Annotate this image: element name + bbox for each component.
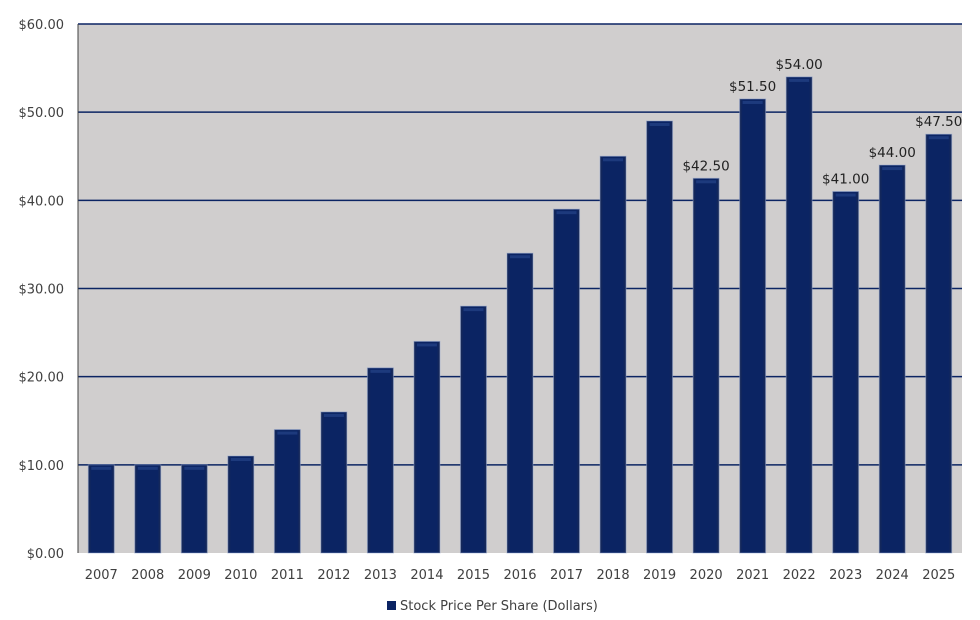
x-tick-label: 2016 bbox=[503, 568, 536, 583]
bar-2015 bbox=[459, 305, 487, 554]
data-label-2022: $54.00 bbox=[776, 57, 823, 73]
legend-label: Stock Price Per Share (Dollars) bbox=[400, 599, 598, 614]
x-tick-label: 2007 bbox=[85, 568, 118, 583]
data-label-2023: $41.00 bbox=[822, 172, 869, 188]
bar-2021 bbox=[739, 98, 767, 554]
bar-bevel bbox=[230, 458, 251, 462]
x-tick-label: 2018 bbox=[597, 568, 630, 583]
bar-bevel bbox=[463, 308, 484, 312]
y-tick-label: $40.00 bbox=[19, 194, 65, 209]
bar-bevel bbox=[603, 158, 624, 162]
x-tick-label: 2010 bbox=[224, 568, 257, 583]
y-tick-label: $10.00 bbox=[19, 459, 65, 474]
x-tick-label: 2021 bbox=[736, 568, 769, 583]
y-tick-label: $50.00 bbox=[19, 106, 65, 121]
x-tick-label: 2019 bbox=[643, 568, 676, 583]
data-label-2024: $44.00 bbox=[869, 145, 916, 161]
bar-bevel bbox=[696, 180, 717, 184]
bar-2020 bbox=[692, 177, 720, 554]
x-tick-label: 2008 bbox=[131, 568, 164, 583]
bar-bevel bbox=[91, 466, 112, 470]
bar-2011 bbox=[273, 429, 301, 554]
bar-2014 bbox=[413, 340, 441, 554]
x-tick-label: 2013 bbox=[364, 568, 397, 583]
bar-bevel bbox=[510, 255, 530, 259]
bar-bevel bbox=[928, 136, 949, 140]
bar-bevel bbox=[184, 466, 205, 470]
data-label-2025: $47.50 bbox=[915, 114, 962, 130]
legend-swatch bbox=[387, 601, 396, 610]
bar-bevel bbox=[277, 431, 298, 435]
y-tick-label: $60.00 bbox=[19, 18, 65, 33]
data-label-2021: $51.50 bbox=[729, 79, 776, 95]
data-label-2020: $42.50 bbox=[682, 158, 729, 174]
bar-bevel bbox=[370, 369, 391, 373]
x-tick-label: 2025 bbox=[922, 568, 955, 583]
bar-bevel bbox=[649, 122, 670, 126]
bar-2016 bbox=[506, 252, 534, 554]
x-tick-label: 2015 bbox=[457, 568, 490, 583]
y-tick-label: $20.00 bbox=[19, 371, 65, 386]
y-tick-label: $0.00 bbox=[27, 547, 64, 562]
bar-bevel bbox=[742, 100, 763, 104]
bar-2025 bbox=[925, 133, 953, 554]
x-tick-label: 2009 bbox=[178, 568, 211, 583]
bar-2019 bbox=[646, 120, 674, 554]
x-tick-label: 2022 bbox=[783, 568, 816, 583]
legend: Stock Price Per Share (Dollars) bbox=[387, 599, 598, 614]
bar-bevel bbox=[789, 78, 810, 82]
x-tick-label: 2023 bbox=[829, 568, 862, 583]
y-tick-label: $30.00 bbox=[19, 283, 65, 298]
bar-2023 bbox=[832, 191, 860, 554]
bar-2010 bbox=[227, 455, 255, 554]
x-tick-label: 2017 bbox=[550, 568, 583, 583]
bar-bevel bbox=[882, 167, 903, 171]
bar-bevel bbox=[323, 413, 344, 417]
bar-2017 bbox=[553, 208, 581, 554]
bar-bevel bbox=[556, 211, 577, 215]
bar-bevel bbox=[835, 193, 856, 197]
bar-2013 bbox=[366, 367, 394, 554]
bar-2018 bbox=[599, 155, 627, 554]
bar-2024 bbox=[878, 164, 906, 554]
bar-2008 bbox=[134, 464, 162, 554]
bar-2009 bbox=[180, 464, 208, 554]
bar-2012 bbox=[320, 411, 348, 554]
x-tick-label: 2020 bbox=[690, 568, 723, 583]
bar-bevel bbox=[416, 343, 437, 347]
x-tick-label: 2012 bbox=[317, 568, 350, 583]
bar-bevel bbox=[137, 466, 158, 470]
x-tick-label: 2014 bbox=[410, 568, 443, 583]
bar-2022 bbox=[785, 76, 813, 554]
x-tick-label: 2011 bbox=[271, 568, 304, 583]
bar-2007 bbox=[87, 464, 115, 554]
x-tick-label: 2024 bbox=[876, 568, 909, 583]
